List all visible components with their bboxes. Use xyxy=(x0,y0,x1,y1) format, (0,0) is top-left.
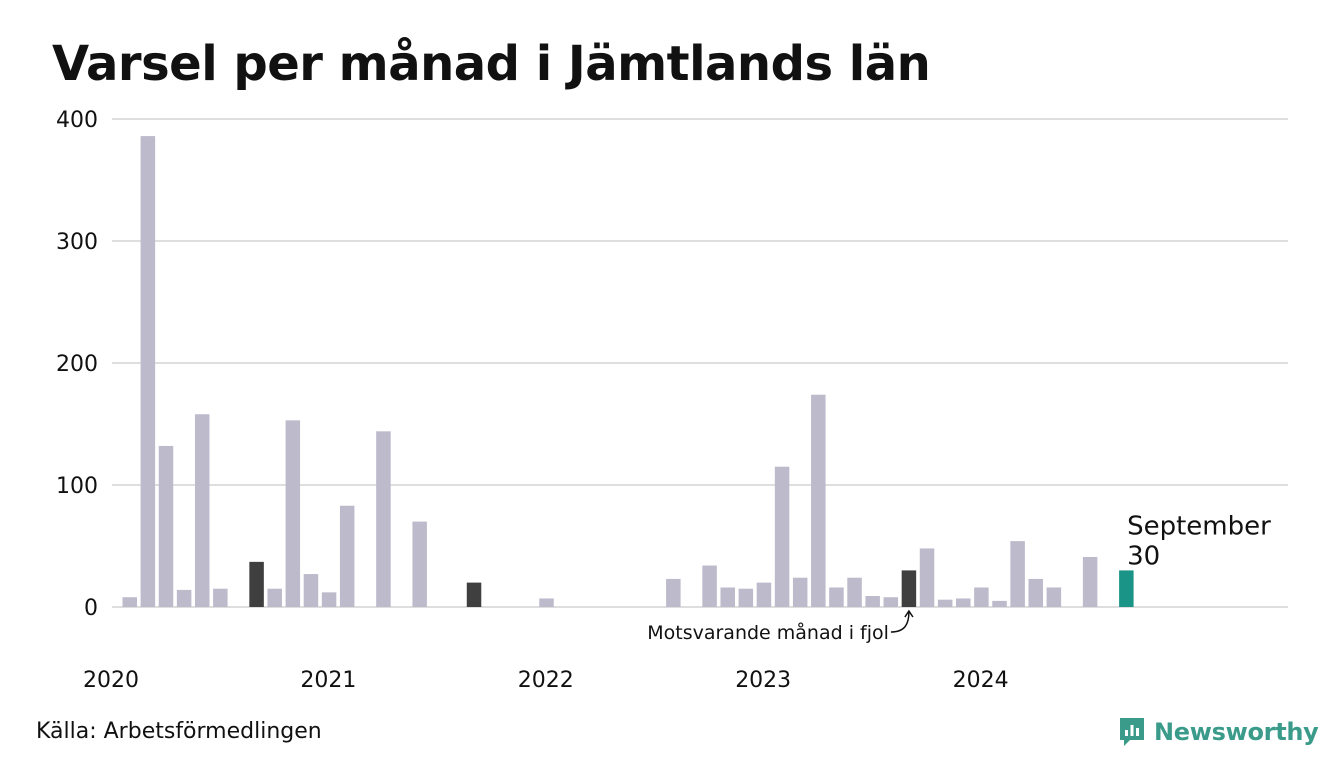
chart-title: Varsel per månad i Jämtlands län xyxy=(52,36,931,92)
bar xyxy=(412,521,427,607)
annotation-arrowhead-icon xyxy=(904,609,914,618)
bar xyxy=(1046,587,1062,607)
bar xyxy=(956,598,971,607)
bar xyxy=(1028,578,1043,607)
bar xyxy=(865,596,880,607)
bar xyxy=(303,574,319,607)
bar xyxy=(339,505,355,607)
current-month-label: September xyxy=(1127,511,1271,541)
x-tick-label: 2022 xyxy=(518,668,574,693)
bar xyxy=(539,598,554,607)
bar xyxy=(937,599,953,607)
bar xyxy=(829,587,844,607)
x-tick-label: 2024 xyxy=(953,668,1009,693)
y-tick-label: 200 xyxy=(56,352,98,377)
bar xyxy=(1119,570,1134,607)
y-tick-label: 300 xyxy=(56,230,98,255)
bar xyxy=(774,466,790,607)
bar xyxy=(883,597,899,607)
bar xyxy=(249,561,264,607)
bar xyxy=(847,577,862,607)
bar xyxy=(901,570,917,607)
bar xyxy=(811,394,826,607)
brand: Newsworthy xyxy=(1118,714,1319,750)
y-axis-ticks: 0 100 200 300 400 xyxy=(56,108,98,621)
y-tick-label: 400 xyxy=(56,108,98,133)
bar xyxy=(756,582,772,607)
y-tick-label: 0 xyxy=(84,596,98,621)
y-tick-label: 100 xyxy=(56,474,98,499)
bar xyxy=(267,588,282,607)
annotation-arrow xyxy=(890,611,910,633)
bar xyxy=(720,587,735,607)
newsworthy-logo-icon xyxy=(1120,718,1144,746)
bar xyxy=(919,548,935,607)
bar xyxy=(376,431,391,607)
bar xyxy=(1082,556,1098,607)
bar xyxy=(974,587,989,607)
x-tick-label: 2020 xyxy=(83,668,139,693)
source-note: Källa: Arbetsförmedlingen xyxy=(36,719,322,744)
bar xyxy=(738,588,754,607)
current-value-label: 30 xyxy=(1127,541,1160,571)
bar xyxy=(140,136,156,607)
bar xyxy=(1010,541,1025,607)
brand-name: Newsworthy xyxy=(1154,718,1319,746)
bar-chart: 0 100 200 300 400 2020 2021 2022 2023 2024 Septe… xyxy=(56,108,1288,693)
bar xyxy=(466,582,482,607)
x-axis-ticks: 2020 2021 2022 2023 2024 xyxy=(83,668,1009,693)
bar xyxy=(992,600,1007,607)
bar xyxy=(122,597,137,607)
bar xyxy=(792,577,808,607)
bar xyxy=(666,578,681,607)
x-tick-label: 2021 xyxy=(300,668,356,693)
bar xyxy=(321,592,337,607)
bar xyxy=(194,414,210,607)
bar xyxy=(285,420,301,607)
bars xyxy=(122,136,1134,607)
bar xyxy=(702,565,717,607)
annotation-text: Motsvarande månad i fjol xyxy=(647,621,889,644)
bar xyxy=(176,589,192,607)
bar xyxy=(158,445,174,607)
x-tick-label: 2023 xyxy=(735,668,791,693)
bar xyxy=(213,588,228,607)
